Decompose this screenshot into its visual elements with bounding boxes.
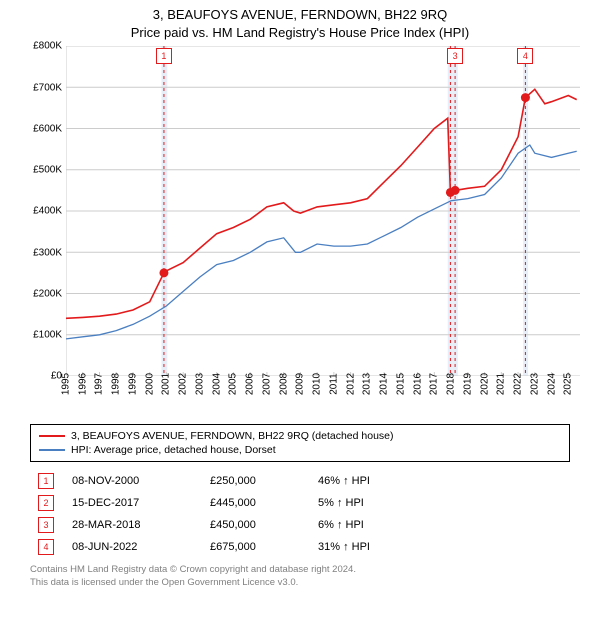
x-tick-label: 1996: [77, 373, 88, 395]
x-tick-label: 2023: [529, 373, 540, 395]
annotation-marker: 4: [517, 48, 533, 64]
transaction-price: £445,000: [210, 497, 300, 509]
x-tick-label: 1998: [111, 373, 122, 395]
transaction-row: 4 08-JUN-2022 £675,000 31% ↑ HPI: [30, 536, 570, 558]
y-axis: £0£100K£200K£300K£400K£500K£600K£700K£80…: [20, 46, 66, 376]
annotation-marker: 3: [447, 48, 463, 64]
x-tick-label: 1995: [61, 373, 72, 395]
x-tick-label: 2002: [178, 373, 189, 395]
x-tick-label: 2015: [395, 373, 406, 395]
transaction-price: £675,000: [210, 541, 300, 553]
x-tick-label: 2008: [278, 373, 289, 395]
title-line-1: 3, BEAUFOYS AVENUE, FERNDOWN, BH22 9RQ: [0, 6, 600, 24]
title-block: 3, BEAUFOYS AVENUE, FERNDOWN, BH22 9RQ P…: [0, 0, 600, 42]
transaction-date: 08-JUN-2022: [72, 541, 192, 553]
x-tick-label: 2004: [211, 373, 222, 395]
footer-line-1: Contains HM Land Registry data © Crown c…: [30, 564, 570, 576]
chart-area: £0£100K£200K£300K£400K£500K£600K£700K£80…: [20, 46, 580, 420]
transaction-date: 28-MAR-2018: [72, 519, 192, 531]
transaction-price: £450,000: [210, 519, 300, 531]
x-tick-label: 2007: [261, 373, 272, 395]
transaction-pct: 46% ↑ HPI: [318, 475, 408, 487]
x-tick-label: 2019: [462, 373, 473, 395]
y-tick-label: £600K: [33, 123, 62, 134]
y-tick-label: £400K: [33, 206, 62, 217]
footer-line-2: This data is licensed under the Open Gov…: [30, 577, 570, 589]
transaction-pct: 31% ↑ HPI: [318, 541, 408, 553]
legend-row-1: HPI: Average price, detached house, Dors…: [39, 443, 561, 457]
transaction-marker: 3: [38, 517, 54, 533]
x-tick-label: 2021: [496, 373, 507, 395]
x-tick-label: 2009: [295, 373, 306, 395]
transaction-date: 08-NOV-2000: [72, 475, 192, 487]
x-tick-label: 2012: [345, 373, 356, 395]
x-tick-label: 2010: [312, 373, 323, 395]
transactions-table: 108-NOV-2000£250,00046% ↑ HPI215-DEC-201…: [30, 470, 570, 558]
annotation-marker: 1: [156, 48, 172, 64]
plot-svg: [66, 46, 580, 376]
x-tick-label: 1999: [127, 373, 138, 395]
y-tick-label: £500K: [33, 165, 62, 176]
transaction-date: 15-DEC-2017: [72, 497, 192, 509]
y-tick-label: £800K: [33, 41, 62, 52]
transaction-marker: 2: [38, 495, 54, 511]
y-tick-label: £200K: [33, 288, 62, 299]
x-tick-label: 2000: [144, 373, 155, 395]
x-tick-label: 2017: [429, 373, 440, 395]
transaction-row: 3 28-MAR-2018 £450,000 6% ↑ HPI: [30, 514, 570, 536]
transaction-marker: 4: [38, 539, 54, 555]
y-tick-label: £700K: [33, 82, 62, 93]
legend-swatch-0: [39, 435, 65, 437]
transaction-row: 1 08-NOV-2000 £250,000 46% ↑ HPI: [30, 470, 570, 492]
x-tick-label: 2022: [513, 373, 524, 395]
legend-row-0: 3, BEAUFOYS AVENUE, FERNDOWN, BH22 9RQ (…: [39, 429, 561, 443]
legend-swatch-1: [39, 449, 65, 451]
x-axis: 1995199619971998199920002001200220032004…: [66, 378, 580, 420]
x-tick-label: 2005: [228, 373, 239, 395]
transaction-marker: 1: [38, 473, 54, 489]
transaction-row: 2 15-DEC-2017 £445,000 5% ↑ HPI: [30, 492, 570, 514]
title-line-2: Price paid vs. HM Land Registry's House …: [0, 24, 600, 42]
transaction-pct: 6% ↑ HPI: [318, 519, 408, 531]
legend-label-1: HPI: Average price, detached house, Dors…: [71, 444, 276, 456]
x-tick-label: 2025: [563, 373, 574, 395]
x-tick-label: 2001: [161, 373, 172, 395]
x-tick-label: 2016: [412, 373, 423, 395]
x-tick-label: 2020: [479, 373, 490, 395]
x-tick-label: 2024: [546, 373, 557, 395]
x-tick-label: 2006: [245, 373, 256, 395]
y-tick-label: £300K: [33, 247, 62, 258]
x-tick-label: 2011: [328, 374, 339, 396]
footer: Contains HM Land Registry data © Crown c…: [22, 564, 578, 589]
transaction-price: £250,000: [210, 475, 300, 487]
x-tick-label: 1997: [94, 373, 105, 395]
legend-box: 3, BEAUFOYS AVENUE, FERNDOWN, BH22 9RQ (…: [30, 424, 570, 462]
x-tick-label: 2014: [379, 373, 390, 395]
transaction-pct: 5% ↑ HPI: [318, 497, 408, 509]
y-tick-label: £100K: [33, 330, 62, 341]
x-tick-label: 2013: [362, 373, 373, 395]
x-tick-label: 2018: [446, 373, 457, 395]
legend-label-0: 3, BEAUFOYS AVENUE, FERNDOWN, BH22 9RQ (…: [71, 430, 394, 442]
x-tick-label: 2003: [194, 373, 205, 395]
